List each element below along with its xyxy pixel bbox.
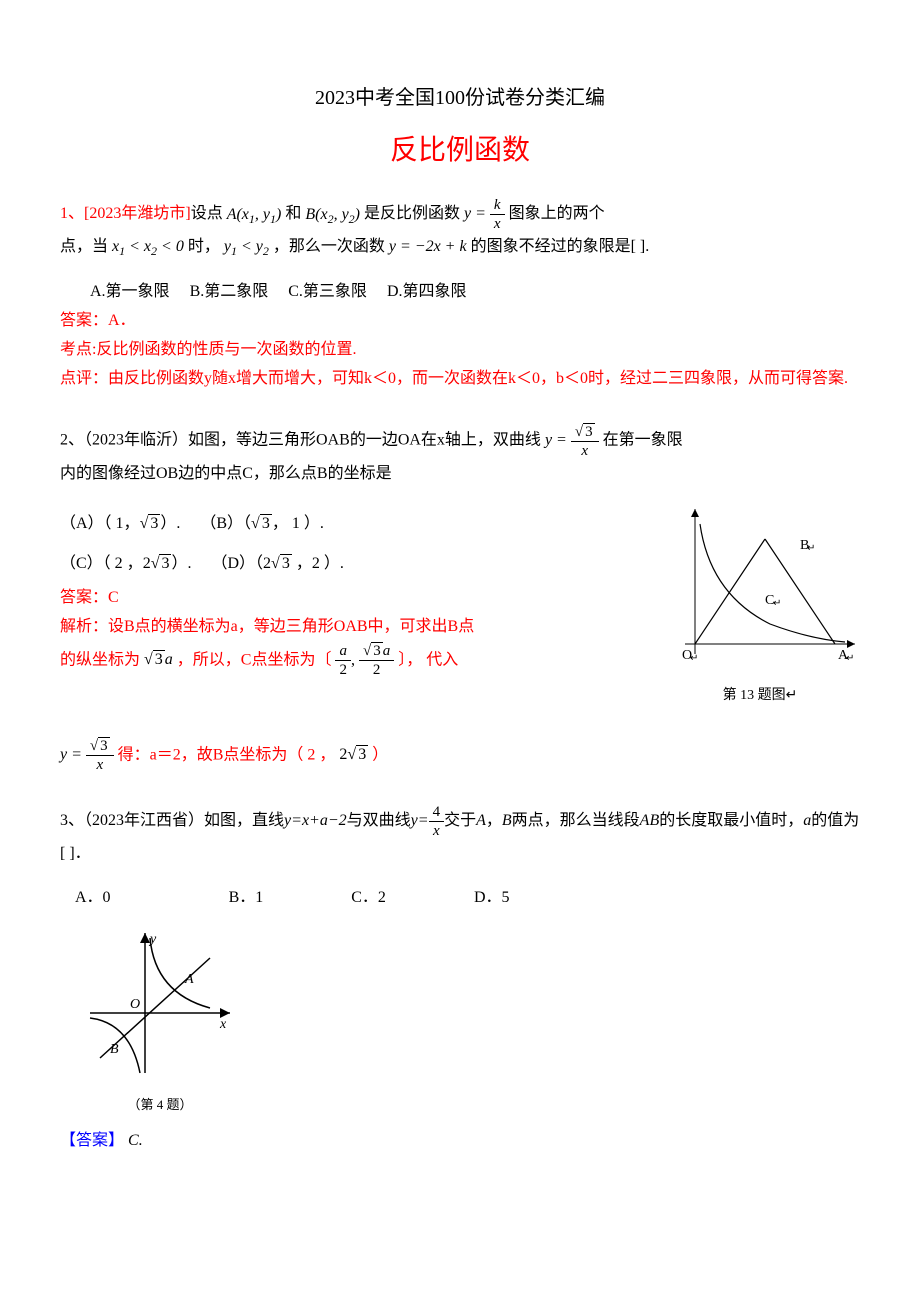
q1-text: 点，当 — [60, 238, 108, 255]
q3-opt-b: B．1 — [229, 889, 264, 906]
q1-text: 图象上的两个 — [509, 206, 605, 223]
q1-opt-d: D.第四象限 — [387, 283, 467, 300]
hyperbola-line-diagram: y x O A B — [80, 923, 240, 1083]
q1-cond: x1 < x2 < 0 — [112, 238, 184, 255]
q2-source: （2023年临沂） — [84, 432, 188, 449]
q3-fraction: 4x — [429, 803, 445, 840]
q3-answer: 【答案】 C. — [60, 1127, 860, 1156]
q1-text: ，那么一次函数 — [273, 238, 385, 255]
q1-pointA: A(x1, y1) — [227, 206, 282, 223]
q2-jiexi-cont: y = 3x 得：a＝2，故B点坐标为（ 2 ， 23 ） — [60, 737, 860, 775]
q3-text: 如图，直线 — [204, 812, 284, 829]
q2-opt-b: （B）（3， 1 ）. — [200, 515, 323, 532]
q3-text: 交于 — [444, 812, 476, 829]
q2-opt-c: （C）（ 2 ，23）. — [60, 555, 195, 572]
q1-opt-b: B.第二象限 — [190, 283, 269, 300]
q1-text: 和 — [285, 206, 301, 223]
q1-cond: y1 < y2 — [224, 238, 269, 255]
svg-text:x: x — [219, 1017, 227, 1032]
sub-title: 反比例函数 — [60, 126, 860, 176]
q1-dianping: 点评：由反比例函数y随x增大而增大，可知k＜0，而一次函数在k＜0，b＜0时，经… — [60, 365, 860, 394]
svg-text:O: O — [130, 997, 140, 1012]
q1-answer: 答案：A． — [60, 307, 860, 336]
q1-source: [2023年潍坊市] — [84, 206, 191, 223]
q1-options: A.第一象限 B.第二象限 C.第三象限 D.第四象限 — [60, 278, 860, 307]
main-title: 2023中考全国100份试卷分类汇编 — [60, 80, 860, 116]
svg-text:B: B — [110, 1042, 119, 1057]
q1-text: 的图象不经过的象限是[ ]. — [471, 238, 650, 255]
q3-opt-c: C．2 — [351, 889, 386, 906]
q2-fraction: 3x — [571, 422, 599, 460]
q1-formula: y = — [464, 206, 486, 223]
q2-fig-caption: 第 13 题图↵ — [660, 683, 860, 708]
q3-source: （2023年江西省） — [84, 812, 204, 829]
q1-formula2: y = −2x + k — [389, 238, 467, 255]
q3-fig-caption: （第 4 题） — [80, 1093, 240, 1116]
q3-text: 两点，那么当线段 — [512, 812, 640, 829]
q2-opt-a: （A）（ 1，3）. — [60, 515, 184, 532]
q1-opt-c: C.第三象限 — [288, 283, 367, 300]
q2-text: 内的图像经过OB边的中点C，那么点B的坐标是 — [60, 465, 392, 482]
svg-text:↵: ↵ — [846, 653, 854, 664]
q1-text: 时， — [188, 238, 220, 255]
q3-text: 与双曲线 — [347, 812, 411, 829]
q3-opt-a: A．0 — [75, 889, 111, 906]
q3-text: 的长度取最小值时， — [659, 812, 803, 829]
svg-text:A: A — [184, 972, 194, 987]
q2-text: 如图，等边三角形OAB的一边OA在x轴上，双曲线 — [188, 432, 541, 449]
question-1: 1、[2023年潍坊市]设点 A(x1, y1) 和 B(x2, y2) 是反比… — [60, 196, 860, 263]
q1-opt-a: A.第一象限 — [90, 283, 170, 300]
svg-text:y: y — [148, 932, 157, 947]
q3-opt-d: D．5 — [474, 889, 510, 906]
q1-fraction: kx — [490, 196, 505, 233]
triangle-curve-diagram: B C O A ↵ ↵ ↵ ↵ — [660, 504, 860, 674]
svg-text:↵: ↵ — [690, 653, 698, 664]
q1-kaodian: 考点:反比例函数的性质与一次函数的位置. — [60, 336, 860, 365]
q2-text: 在第一象限 — [603, 432, 683, 449]
q1-text: 设点 — [191, 206, 223, 223]
q2-figure: B C O A ↵ ↵ ↵ ↵ 第 13 题图↵ — [660, 504, 860, 708]
svg-text:↵: ↵ — [773, 598, 781, 609]
q2-number: 2、 — [60, 432, 84, 449]
question-3: 3、（2023年江西省）如图，直线y=x+a−2与双曲线y=4x交于A，B两点，… — [60, 803, 860, 869]
q1-pointB: B(x2, y2) — [305, 206, 360, 223]
question-2: 2、（2023年临沂）如图，等边三角形OAB的一边OA在x轴上，双曲线 y = … — [60, 422, 860, 488]
q3-number: 3、 — [60, 812, 84, 829]
q1-text: 是反比例函数 — [364, 206, 460, 223]
q3-eq1: y=x+a−2 — [284, 812, 347, 829]
q3-options: A．0 B．1 C．2 D．5 — [60, 884, 860, 913]
q2-opt-d: （D）（23 ，2 ）. — [211, 555, 343, 572]
q2-formula: y = — [545, 432, 567, 449]
svg-text:↵: ↵ — [807, 543, 815, 554]
q3-figure: y x O A B （第 4 题） — [80, 923, 240, 1117]
q1-number: 1、 — [60, 206, 84, 223]
